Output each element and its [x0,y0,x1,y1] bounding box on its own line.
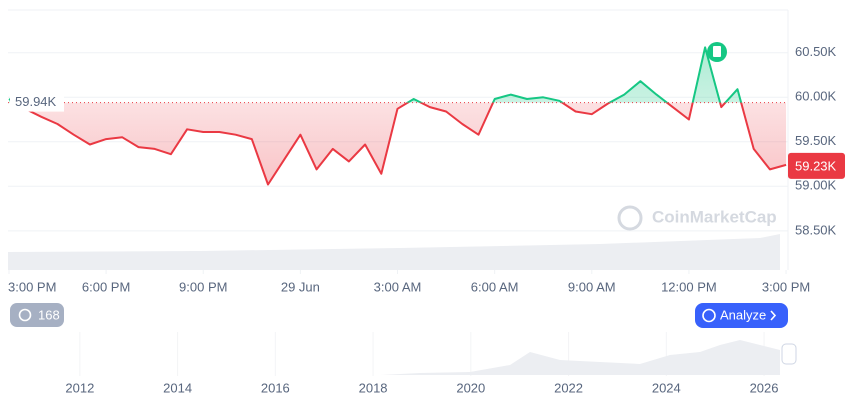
y-tick-label: 58.50K [795,222,837,237]
watermark-logo [617,205,643,231]
x-tick-label: 3:00 AM [374,279,422,294]
navigator-tick-label: 2012 [65,380,94,395]
news-icon-glyph [713,46,721,57]
y-tick-label: 60.00K [795,89,837,104]
analyze-icon [702,308,716,323]
volume-area [8,234,780,270]
analyze-button[interactable] [695,303,788,328]
navigator-tick-label: 2022 [554,380,583,395]
x-tick-label: 6:00 PM [82,279,130,294]
price-line-up [8,46,743,103]
x-tick-label: 3:00 PM [762,279,810,294]
navigator-tick-label: 2024 [652,380,681,395]
x-tick-label: 12:00 PM [661,279,717,294]
y-tick-label: 59.00K [795,178,837,193]
analyze-label: Analyze [720,307,766,322]
x-tick-label: 9:00 AM [568,279,616,294]
x-tick-label: 9:00 PM [179,279,227,294]
navigator-tick-label: 2018 [359,380,388,395]
area-down [8,102,787,185]
x-tick-label: 6:00 AM [471,279,519,294]
x-tick-label: 3:00 PM [8,279,56,294]
current-price-tag [788,152,845,179]
baseline-label-bg [10,91,64,112]
baseline-label: 59.94K [15,94,57,109]
navigator-tick-label: 2026 [750,380,779,395]
history-icon [18,308,32,322]
y-tick-label: 60.50K [795,44,837,59]
history-count: 168 [38,307,60,322]
current-price-label: 59.23K [795,158,837,173]
x-tick-label: 29 Jun [281,279,320,294]
navigator-tick-label: 2020 [456,380,485,395]
navigator-tick-label: 2014 [163,380,192,395]
watermark: CoinMarketCap [652,207,777,226]
y-tick-label: 59.50K [795,133,837,148]
navigator-tick-label: 2016 [261,380,290,395]
price-line-down [13,102,787,186]
navigator-area [380,340,780,375]
analyze-chevron [770,310,777,321]
navigator-handle[interactable] [781,343,797,365]
